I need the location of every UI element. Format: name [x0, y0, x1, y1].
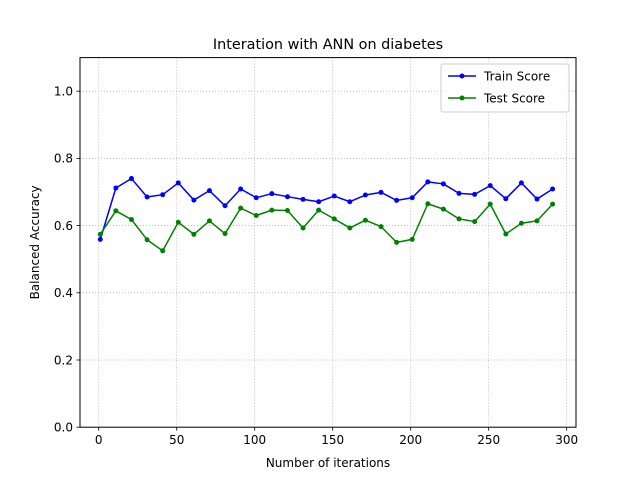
train-score-point	[175, 180, 181, 186]
train-score-point	[394, 197, 400, 203]
train-score-point	[284, 194, 290, 200]
train-score-point	[253, 195, 259, 201]
train-score-point	[503, 196, 509, 202]
test-score-point	[300, 225, 306, 231]
test-score-point	[503, 231, 509, 237]
x-tick-label: 300	[555, 433, 578, 447]
test-score-line	[99, 203, 554, 252]
test-score-point	[456, 216, 462, 222]
series-lines	[97, 176, 556, 254]
train-score-point	[487, 183, 493, 189]
test-score-point	[316, 207, 322, 213]
train-score-point	[160, 192, 166, 198]
test-score-point	[534, 218, 540, 224]
train-score-line	[99, 177, 554, 240]
test-score-point	[128, 217, 134, 223]
legend-train-label: Train Score	[483, 70, 550, 84]
test-score-point	[175, 219, 181, 225]
test-score-point	[253, 213, 259, 219]
train-score-point	[440, 181, 446, 187]
test-score-point	[191, 231, 197, 237]
train-score-point	[362, 192, 368, 198]
train-score-point	[518, 180, 524, 186]
test-score-point	[378, 224, 384, 230]
train-score-point	[300, 196, 306, 202]
train-score-point	[97, 236, 103, 242]
test-score-point	[440, 206, 446, 212]
train-score-point	[144, 194, 150, 200]
test-score-point	[362, 217, 368, 223]
legend-train-marker	[459, 73, 465, 79]
test-score-point	[222, 231, 228, 237]
train-score-point	[331, 193, 337, 199]
test-score-point	[206, 218, 212, 224]
test-score-point	[238, 205, 244, 211]
grid	[80, 57, 576, 428]
x-tick-label: 200	[399, 433, 422, 447]
train-score-point	[378, 189, 384, 195]
x-tick-label: 150	[321, 433, 344, 447]
train-score-point	[347, 199, 353, 205]
x-axis-label: Number of iterations	[266, 456, 390, 470]
train-score-point	[472, 191, 478, 197]
train-score-point	[269, 191, 275, 197]
y-tick-label: 0.0	[54, 421, 73, 435]
y-tick-label: 0.8	[54, 152, 73, 166]
train-score-point	[316, 199, 322, 205]
train-score-point	[550, 186, 556, 192]
test-score-point	[144, 237, 150, 243]
x-tick-label: 250	[477, 433, 500, 447]
train-score-point	[191, 197, 197, 203]
train-score-point	[128, 176, 134, 182]
test-score-point	[284, 207, 290, 213]
y-tick-label: 0.2	[54, 353, 73, 367]
test-score-point	[425, 201, 431, 207]
test-score-point	[331, 216, 337, 222]
test-score-point	[394, 239, 400, 245]
test-score-point	[409, 236, 415, 242]
train-score-point	[409, 195, 415, 201]
x-tick-label: 100	[243, 433, 266, 447]
y-tick-label: 1.0	[54, 85, 73, 99]
test-score-point	[518, 220, 524, 226]
y-tick-label: 0.6	[54, 219, 73, 233]
legend-test-marker	[459, 95, 465, 101]
test-score-point	[550, 201, 556, 207]
test-score-point	[269, 207, 275, 213]
x-tick-label: 50	[169, 433, 184, 447]
test-score-point	[487, 201, 493, 207]
plot-frame	[79, 57, 577, 428]
test-score-point	[347, 225, 353, 231]
train-score-point	[113, 185, 119, 191]
chart-title: Interation with ANN on diabetes	[213, 37, 443, 53]
x-tick-label: 0	[95, 433, 103, 447]
train-score-point	[456, 190, 462, 196]
test-score-point	[472, 219, 478, 225]
y-axis-label: Balanced Accuracy	[28, 185, 42, 299]
test-score-point	[160, 248, 166, 254]
train-score-point	[425, 179, 431, 185]
train-score-point	[206, 188, 212, 194]
train-score-point	[534, 196, 540, 202]
y-tick-label: 0.4	[54, 286, 73, 300]
legend-test-label: Test Score	[483, 92, 545, 106]
test-score-point	[97, 231, 103, 237]
axis-ticks: 0 50 100 150 200 250 300 0.0 0.2 0.4 0.6 0.8 1.0	[54, 85, 578, 448]
test-score-point	[113, 208, 119, 214]
legend: Train Score Test Score	[440, 63, 570, 113]
train-score-point	[222, 203, 228, 209]
train-score-point	[238, 186, 244, 192]
